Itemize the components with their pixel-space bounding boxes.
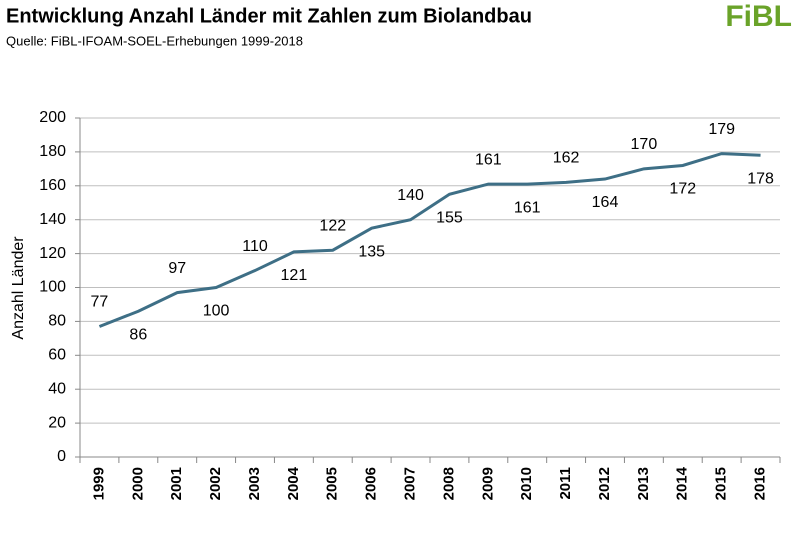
data-label: 97 <box>168 260 186 277</box>
x-tick-label: 2006 <box>363 467 380 500</box>
x-tick-label: 2003 <box>246 467 263 500</box>
data-label: 140 <box>397 187 424 204</box>
x-tick-label: 2007 <box>402 467 419 500</box>
data-line <box>98 152 761 328</box>
chart-subtitle: Quelle: FiBL-IFOAM-SOEL-Erhebungen 1999-… <box>6 33 303 48</box>
data-label: 179 <box>708 121 735 138</box>
x-tick-label: 2002 <box>207 467 224 500</box>
data-label: 100 <box>203 303 230 320</box>
y-tick-label: 140 <box>39 211 66 228</box>
data-label: 161 <box>514 199 541 216</box>
x-tick-label: 1999 <box>90 467 107 500</box>
data-label: 170 <box>631 136 658 153</box>
x-tick-label: 2004 <box>285 466 302 500</box>
y-axis-label: Anzahl Länder <box>10 236 27 340</box>
data-label: 77 <box>91 294 109 311</box>
x-tick-label: 2012 <box>596 467 613 500</box>
y-tick-label: 160 <box>39 177 66 194</box>
y-tick-label: 200 <box>39 109 66 126</box>
data-label: 164 <box>592 194 619 211</box>
x-tick-label: 2014 <box>674 466 691 500</box>
data-label: 135 <box>358 243 385 260</box>
x-tick-label: 2008 <box>440 467 457 500</box>
y-tick-label: 180 <box>39 143 66 160</box>
data-label: 172 <box>669 181 696 198</box>
data-label: 162 <box>553 150 580 167</box>
y-tick-label: 20 <box>48 414 66 431</box>
x-tick-label: 2009 <box>479 467 496 500</box>
data-label: 122 <box>319 217 346 234</box>
data-label: 161 <box>475 151 502 168</box>
x-tick-label: 2005 <box>324 467 341 500</box>
logo: FiBL <box>725 0 792 33</box>
data-label: 110 <box>242 238 268 255</box>
x-tick-label: 2001 <box>168 467 185 500</box>
y-tick-label: 40 <box>48 380 66 397</box>
y-tick-label: 0 <box>57 448 66 465</box>
data-label: 86 <box>129 326 147 343</box>
y-tick-label: 100 <box>39 279 66 296</box>
data-label: 178 <box>747 171 774 188</box>
x-tick-label: 2015 <box>713 467 730 500</box>
y-tick-label: 80 <box>48 313 66 330</box>
data-label: 155 <box>436 209 463 226</box>
data-label: 121 <box>281 267 308 284</box>
y-tick-label: 120 <box>39 245 66 262</box>
x-tick-label: 2011 <box>557 467 574 500</box>
x-tick-label: 2016 <box>752 467 769 500</box>
x-tick-label: 2010 <box>518 467 535 500</box>
x-tick-label: 2013 <box>635 467 652 500</box>
x-tick-label: 2000 <box>129 467 146 500</box>
chart-title: Entwicklung Anzahl Länder mit Zahlen zum… <box>6 5 532 27</box>
y-tick-label: 60 <box>48 347 66 364</box>
